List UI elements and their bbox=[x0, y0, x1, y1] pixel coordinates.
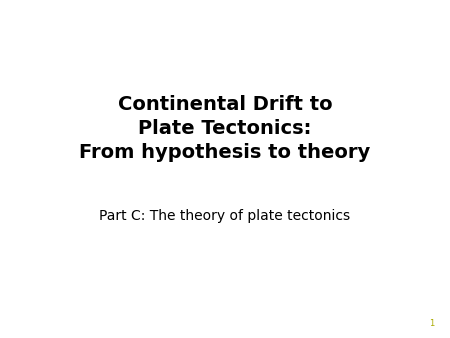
Text: Continental Drift to
Plate Tectonics:
From hypothesis to theory: Continental Drift to Plate Tectonics: Fr… bbox=[79, 95, 371, 162]
Text: 1: 1 bbox=[429, 319, 434, 328]
Text: Part C: The theory of plate tectonics: Part C: The theory of plate tectonics bbox=[99, 209, 351, 223]
